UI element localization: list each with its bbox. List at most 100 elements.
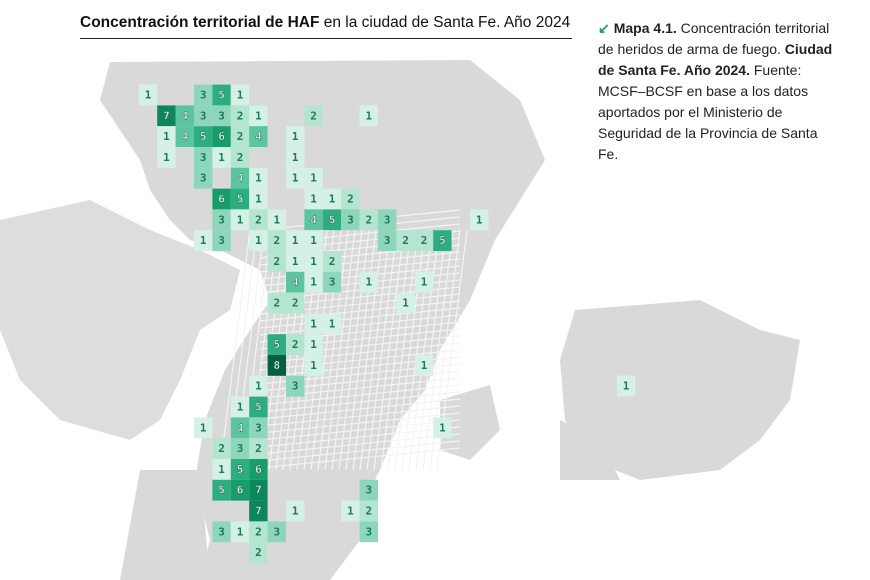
grid-cell: 2: [230, 126, 250, 147]
grid-cell: 1: [212, 147, 231, 168]
grid-cell-value: 3: [365, 484, 372, 497]
grid-cell-value: 2: [273, 255, 280, 268]
grid-cell-value: 1: [476, 213, 483, 226]
grid-cell-value: 2: [310, 109, 317, 122]
grid-cell-fill: [304, 209, 323, 231]
grid-cell: 2: [230, 105, 250, 127]
grid-cell: 1: [304, 271, 323, 293]
grid-cell-value: 2: [365, 505, 372, 518]
grid-cell: 6: [212, 188, 231, 210]
grid-cell-fill: [157, 126, 176, 147]
grid-cell-fill: [212, 84, 231, 106]
grid-cell: 2: [267, 292, 286, 314]
grid-cell: 1: [249, 230, 268, 251]
grid-cell-value: 1: [310, 338, 317, 351]
grid-cell-value: 5: [200, 130, 207, 143]
grid-cell-fill: [230, 167, 250, 189]
grid-cell: 1: [249, 188, 268, 210]
grid-cell-value: 3: [218, 109, 225, 122]
grid-cell: 3: [359, 521, 378, 543]
grid-cell: 3: [286, 375, 305, 397]
grid-cell: 5: [230, 459, 250, 480]
grid-cell-value: 1: [292, 234, 299, 247]
east-land-south: [560, 420, 620, 480]
grid-cell: 5: [322, 209, 342, 231]
grid-cell-fill: [249, 438, 268, 459]
grid-cell-fill: [470, 209, 489, 231]
grid-cell-fill: [286, 251, 305, 272]
map-title: Concentración territorial de HAF en la c…: [80, 14, 572, 39]
grid-cell-value: 1: [255, 234, 262, 247]
grid-cell-fill: [230, 147, 250, 168]
grid-cell-value: 2: [255, 442, 262, 455]
east-land: [560, 300, 800, 480]
grid-cell: 1: [414, 271, 434, 293]
grid-cell-fill: [249, 417, 268, 439]
grid-cell-fill: [359, 209, 378, 231]
grid-cell: 3: [249, 417, 268, 439]
grid-cell-value: 2: [237, 109, 244, 122]
grid-cell: 1: [304, 230, 323, 251]
grid-cell-fill: [230, 459, 250, 480]
grid-cell-value: 1: [310, 234, 317, 247]
map-title-rest: en la ciudad de Santa Fe. Año 2024: [319, 14, 571, 31]
grid-cell: 1: [249, 105, 268, 127]
grid-cell-value: 1: [163, 130, 170, 143]
grid-cell-value: 1: [163, 151, 170, 164]
grid-cell: 5: [230, 188, 250, 210]
grid-cell: 3: [378, 230, 397, 251]
grid-cell: 2: [249, 209, 268, 231]
arrow-down-left-icon: ↙: [598, 20, 610, 36]
grid-cell-fill: [304, 167, 323, 189]
grid-cell: 2: [359, 500, 378, 522]
grid-cell-fill: [286, 167, 305, 189]
grid-cell-fill: [359, 479, 378, 501]
grid-cell-value: 1: [200, 421, 207, 434]
grid-cell-fill: [212, 147, 231, 168]
grid-cell-fill: [230, 417, 250, 439]
grid-cell-value: 2: [292, 338, 299, 351]
grid-cell-fill: [341, 500, 360, 522]
grid-cell-fill: [322, 209, 342, 231]
grid-cell-value: 2: [273, 234, 280, 247]
grid-cell-fill: [175, 105, 194, 127]
grid-cell-value: 1: [421, 276, 428, 289]
grid-cell-fill: [194, 105, 213, 127]
grid-cell: 5: [433, 230, 452, 251]
grid-cell-fill: [286, 147, 305, 168]
grid-cell: 1: [286, 167, 305, 189]
grid-cell: 1: [286, 500, 305, 522]
grid-cell-value: 3: [365, 525, 372, 538]
grid-cell: 1: [194, 230, 213, 251]
grid-cell-value: 1: [237, 89, 244, 102]
grid-cell: 1: [286, 126, 305, 147]
grid-cell: 1: [267, 209, 286, 231]
grid-cell: 1: [230, 84, 250, 106]
grid-cell: 2: [304, 105, 323, 127]
grid-cell: 2: [230, 147, 250, 168]
grid-cell-value: 1: [292, 151, 299, 164]
grid-cell: 3: [194, 147, 213, 168]
grid-cell-fill: [304, 188, 323, 210]
grid-cell-fill: [267, 230, 286, 251]
grid-cell-value: 3: [200, 172, 207, 185]
grid-cell-fill: [286, 126, 305, 147]
grid-cell-value: 4: [181, 109, 188, 122]
grid-cell: 2: [249, 542, 268, 563]
grid-cell-fill: [212, 230, 231, 251]
grid-cell-fill: [249, 459, 268, 480]
grid-cell: 1: [304, 334, 323, 355]
grid-cell-value: 1: [310, 172, 317, 185]
grid-cell-fill: [359, 500, 378, 522]
grid-cell-fill: [230, 84, 250, 106]
grid-cell-fill: [230, 479, 250, 501]
grid-cell-fill: [249, 375, 268, 397]
grid-cell: 4: [304, 209, 323, 231]
grid-cell-fill: [359, 105, 378, 127]
grid-cell-fill: [138, 84, 158, 106]
grid-cell-value: 1: [292, 255, 299, 268]
grid-cell-fill: [286, 375, 305, 397]
grid-cell-fill: [286, 500, 305, 522]
grid-cell-fill: [230, 126, 250, 147]
